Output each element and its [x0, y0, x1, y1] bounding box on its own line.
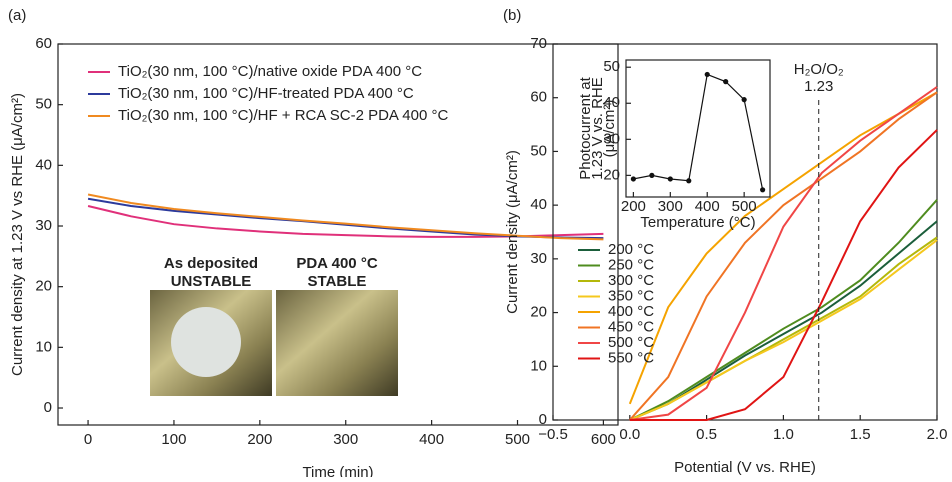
x-tick-label: 400 — [419, 431, 444, 448]
y-axis-label: Current density (μA/cm²) — [504, 150, 521, 314]
x-tick-label: 1.5 — [850, 426, 871, 443]
legend-label: 550 °C — [608, 349, 654, 366]
legend-label: 350 °C — [608, 287, 654, 304]
series-line — [628, 91, 938, 405]
series-line — [629, 86, 938, 421]
reference-text: H₂O/O₂ — [794, 61, 844, 78]
y-axis-label: Current density at 1.23 V vs RHE (μA/cm²… — [9, 93, 26, 376]
x-tick-label: 100 — [161, 431, 186, 448]
x-tick-label: 0.0 — [619, 426, 640, 443]
x-tick-label: 0.5 — [696, 426, 717, 443]
point — [630, 176, 636, 182]
y-tick-label: 40 — [603, 94, 620, 111]
y-tick-label: 20 — [603, 166, 620, 183]
annotation: PDA 400 °C — [296, 255, 377, 272]
panel-label: (b) — [503, 7, 521, 24]
series-line — [629, 239, 938, 421]
plot-frame — [625, 59, 771, 198]
series-line — [633, 73, 764, 190]
x-axis-label: Temperature (°C) — [640, 214, 755, 231]
x-tick-label: 300 — [333, 431, 358, 448]
legend-label: 400 °C — [608, 303, 654, 320]
photo-spot — [171, 307, 241, 377]
x-tick-label: 500 — [505, 431, 530, 448]
y-tick-label: 60 — [35, 35, 52, 52]
reference-label: 1.23 — [804, 78, 833, 95]
x-tick-label: 200 — [247, 431, 272, 448]
y-axis-label: 1.23 V vs. RHE — [589, 77, 606, 180]
point — [723, 79, 729, 85]
x-axis-label: Potential (V vs. RHE) — [674, 459, 816, 476]
y-tick-label: 0 — [539, 411, 547, 428]
x-tick-label: 200 — [621, 198, 646, 215]
legend-label: TiO₂(30 nm, 100 °C)/native oxide PDA 400… — [118, 63, 422, 80]
x-tick-label: 1.0 — [773, 426, 794, 443]
x-tick-label: 0 — [84, 431, 92, 448]
point — [704, 71, 710, 78]
x-tick-label: 300 — [658, 198, 683, 215]
series-line — [629, 129, 938, 421]
series-line — [87, 193, 604, 241]
point — [741, 97, 747, 103]
annotation: STABLE — [308, 273, 367, 290]
y-tick-label: 60 — [530, 89, 547, 106]
y-tick-label: 20 — [35, 278, 52, 295]
y-tick-label: 40 — [35, 156, 52, 173]
legend-label: 500 °C — [608, 334, 654, 351]
plot-frame — [552, 43, 938, 421]
y-tick-label: 30 — [603, 130, 620, 147]
y-tick-label: 70 — [530, 35, 547, 52]
x-tick-label: 500 — [732, 198, 757, 215]
x-tick-label: −0.5 — [538, 426, 568, 443]
x-tick-label: 400 — [695, 198, 720, 215]
y-tick-label: 50 — [35, 96, 52, 113]
legend-label: 250 °C — [608, 256, 654, 273]
series-line — [629, 91, 938, 421]
point — [667, 176, 673, 182]
legend-label: 200 °C — [608, 241, 654, 258]
point — [760, 187, 766, 193]
x-tick-label: 600 — [591, 431, 616, 448]
y-tick-label: 50 — [530, 142, 547, 159]
y-axis-label: (μA/cm²) — [601, 100, 618, 158]
y-tick-label: 10 — [530, 357, 547, 374]
legend-label: TiO₂(30 nm, 100 °C)/HF-treated PDA 400 °… — [118, 85, 414, 102]
annotation: As deposited — [164, 255, 258, 272]
x-axis-label: Time (min) — [302, 464, 373, 477]
y-tick-label: 40 — [530, 196, 547, 213]
y-tick-label: 20 — [530, 304, 547, 321]
y-tick-label: 10 — [35, 338, 52, 355]
y-tick-label: 50 — [603, 58, 620, 75]
annotation: UNSTABLE — [171, 273, 252, 290]
y-tick-label: 30 — [530, 250, 547, 267]
x-tick-label: 2.0 — [927, 426, 948, 443]
legend-label: 450 °C — [608, 318, 654, 335]
panel-label: (a) — [8, 7, 26, 24]
y-tick-label: 30 — [35, 217, 52, 234]
y-axis-label: Photocurrent at — [577, 76, 594, 179]
legend-label: 300 °C — [608, 272, 654, 289]
point — [686, 178, 692, 184]
series-line — [87, 197, 604, 240]
plot-frame — [57, 43, 619, 426]
photo-sample — [276, 290, 398, 396]
point — [649, 172, 655, 178]
y-tick-label: 0 — [44, 399, 52, 416]
series-line — [629, 199, 938, 421]
legend-label: TiO₂(30 nm, 100 °C)/HF + RCA SC-2 PDA 40… — [118, 107, 448, 124]
